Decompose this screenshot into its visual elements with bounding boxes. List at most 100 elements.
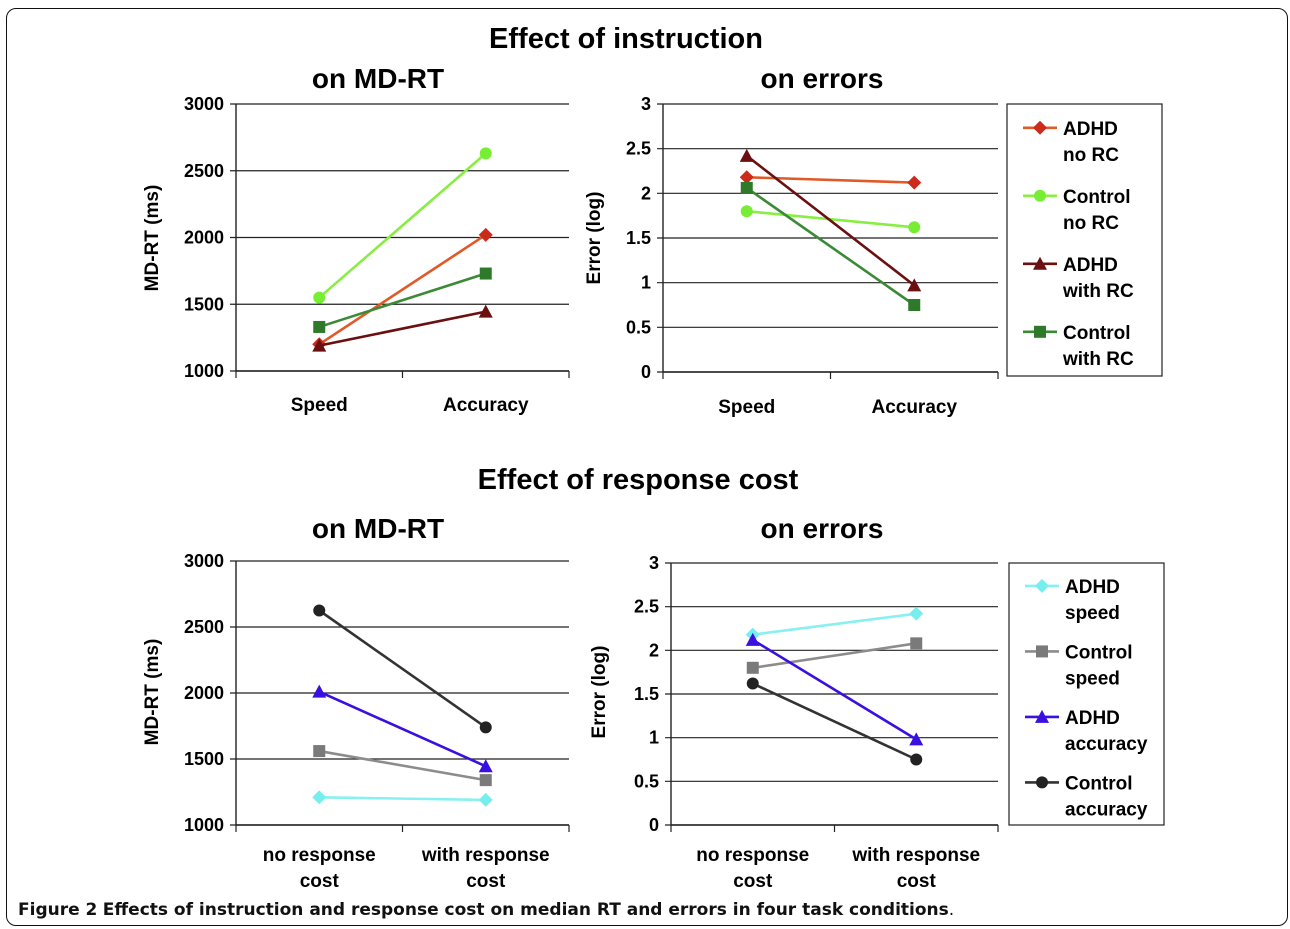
series-control-speed (313, 745, 492, 787)
legend-label: ADHD accuracy (1065, 708, 1148, 755)
y-axis-label: MD-RT (ms) (142, 185, 163, 292)
data-point (479, 147, 492, 160)
series-line (318, 233, 487, 346)
series-adhd-accuracy (312, 684, 493, 773)
legend-swatch-marker (1036, 645, 1048, 658)
legend-label: Control no RC (1063, 187, 1131, 234)
y-axis-label: MD-RT (ms) (142, 639, 163, 746)
data-point (908, 221, 921, 234)
series-adhd-with-rc (312, 304, 493, 352)
data-point (312, 684, 327, 698)
data-point (740, 205, 753, 218)
x-category-label: with response cost (851, 845, 980, 892)
y-tick-label: 1000 (184, 815, 224, 835)
data-point (312, 790, 327, 805)
y-tick-label: 0.5 (634, 771, 659, 791)
legend-swatch-marker (1033, 256, 1047, 270)
data-point (746, 661, 759, 674)
data-point (478, 759, 493, 773)
series-adhd-accuracy (745, 632, 924, 746)
series-line (746, 175, 915, 184)
data-point (909, 732, 924, 746)
y-tick-label: 2500 (184, 161, 224, 181)
legend-swatch-marker (1034, 189, 1046, 202)
y-tick-label: 2000 (184, 683, 224, 703)
series-control-speed (746, 637, 923, 674)
data-point (746, 677, 759, 690)
caption-suffix: . (948, 900, 955, 920)
data-point (739, 148, 754, 162)
series-line (318, 609, 487, 729)
y-tick-label: 3000 (184, 94, 224, 114)
y-tick-label: 1500 (184, 749, 224, 769)
legend-label: Control with RC (1062, 323, 1134, 370)
y-tick-label: 0.5 (626, 317, 651, 337)
figure-frame (6, 8, 1288, 926)
y-tick-label: 2000 (184, 228, 224, 248)
y-tick-label: 1500 (184, 294, 224, 314)
section-title-response-cost: Effect of response cost (478, 464, 799, 496)
y-tick-label: 3 (649, 553, 659, 573)
series-adhd-no-rc (312, 227, 493, 352)
series-line (752, 612, 917, 636)
x-category-label: Accuracy (871, 397, 957, 418)
legend-swatch-marker (1035, 578, 1049, 593)
data-point (478, 227, 493, 242)
legend: ADHD speed Control speed ADHD accuracy Control… (1008, 562, 1165, 826)
series-control-with-rc (740, 181, 921, 311)
y-tick-label: 2500 (184, 617, 224, 637)
series-control-no-rc (313, 147, 492, 304)
x-category-label: no response cost (263, 845, 376, 892)
legend-swatch-marker (1036, 776, 1048, 789)
chart-2: on errors 0 0.5 1 1.5 2 2.5 3 Speed Accuracy Error… (584, 63, 1163, 418)
series-line (318, 690, 487, 768)
y-tick-label: 1000 (184, 361, 224, 381)
series-line (752, 642, 917, 670)
legend-swatch-marker (1033, 120, 1047, 135)
series-adhd-speed (312, 790, 493, 807)
data-point (740, 181, 753, 194)
chart-title: on MD-RT (312, 513, 444, 544)
data-point (313, 745, 326, 758)
data-point (910, 753, 923, 766)
legend-label: ADHD speed (1065, 577, 1120, 624)
y-tick-label: 2 (649, 640, 659, 660)
y-tick-label: 3 (641, 94, 651, 114)
chart-3: on MD-RT 1000 1500 2000 2500 3000 no response c… (142, 513, 570, 892)
data-point (909, 606, 924, 621)
section-title-instruction: Effect of instruction (489, 23, 763, 55)
chart-title: on errors (761, 513, 884, 544)
y-tick-label: 2.5 (626, 139, 651, 159)
chart-4: on errors 0 0.5 1 1.5 2 2.5 3 no response cost wit… (589, 513, 1165, 892)
series-control-accuracy (746, 677, 923, 766)
data-point (313, 320, 326, 333)
series-adhd-with-rc (739, 148, 922, 292)
y-tick-label: 2 (641, 183, 651, 203)
legend-label: ADHD with RC (1062, 255, 1134, 302)
data-point (312, 338, 327, 352)
series-line (318, 152, 487, 299)
series-line (318, 272, 487, 329)
data-point (479, 774, 492, 787)
y-tick-label: 0 (641, 362, 651, 382)
chart-title: on MD-RT (312, 63, 444, 94)
data-point (313, 291, 326, 304)
series-line (318, 310, 487, 347)
data-point (907, 175, 922, 190)
x-category-label: Speed (718, 397, 775, 418)
figure-caption: Figure 2 Effects of instruction and resp… (18, 900, 954, 920)
series-line (319, 795, 486, 802)
data-point (478, 792, 493, 807)
y-axis-label: Error (log) (584, 192, 605, 285)
series-control-with-rc (313, 267, 492, 333)
y-tick-label: 3000 (184, 551, 224, 571)
chart-1: on MD-RT 1000 1500 2000 2500 3000 Speed Accurac… (142, 63, 570, 416)
y-tick-label: 2.5 (634, 597, 659, 617)
data-point (910, 637, 923, 650)
series-line (752, 638, 917, 741)
data-point (907, 278, 922, 292)
series-line (752, 682, 917, 761)
x-category-label: no response cost (696, 845, 809, 892)
series-adhd-speed (745, 606, 924, 642)
